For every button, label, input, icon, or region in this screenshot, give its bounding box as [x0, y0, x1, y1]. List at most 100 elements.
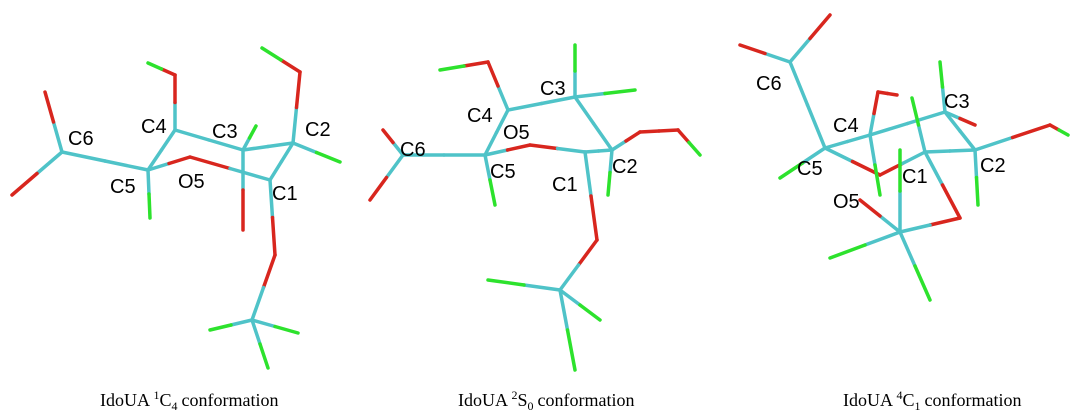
bond: [464, 62, 488, 66]
bond: [12, 174, 37, 196]
bond: [230, 169, 270, 181]
atom-label: C1: [272, 183, 298, 205]
bond: [508, 145, 531, 150]
bond: [960, 131, 975, 150]
atom-label: C1: [902, 166, 928, 188]
bond: [605, 90, 635, 94]
figure: C6 C4 C3 C2 C5 O5 C1 C4 O5 C3 C6 C5 C2 C…: [0, 0, 1074, 416]
bond: [37, 152, 62, 174]
bonds: [12, 15, 1068, 370]
bond: [231, 320, 252, 325]
bond: [608, 173, 610, 196]
bond: [260, 344, 268, 368]
bond: [612, 141, 626, 150]
bond: [293, 143, 317, 153]
bond: [488, 62, 498, 86]
bond: [273, 218, 276, 256]
caption-letter: C: [903, 390, 915, 410]
bond: [880, 216, 900, 232]
bond: [860, 200, 880, 216]
bond: [900, 232, 915, 266]
bond: [498, 86, 508, 110]
bond: [281, 60, 300, 72]
atom-label: C4: [141, 116, 167, 138]
bond: [943, 185, 961, 218]
bond: [874, 92, 878, 114]
caption-rest: conformation: [182, 390, 279, 410]
bond: [45, 92, 54, 122]
bond: [270, 162, 282, 181]
atom-label: O5: [178, 171, 205, 193]
bond: [488, 280, 524, 285]
bond: [297, 72, 301, 108]
bond: [903, 152, 926, 164]
bond: [585, 152, 591, 196]
bond: [659, 130, 678, 131]
bond: [149, 194, 150, 218]
bond: [919, 125, 926, 152]
atom-label: O5: [503, 122, 530, 144]
bond: [740, 45, 765, 54]
bond: [580, 305, 600, 320]
bond: [689, 143, 700, 156]
atom-label: C4: [833, 115, 859, 137]
bond: [175, 130, 209, 140]
bond: [810, 15, 830, 39]
caption-name: IdoUA: [100, 390, 150, 410]
caption-letter: C: [160, 390, 172, 410]
bond: [162, 69, 176, 75]
bond: [558, 149, 586, 153]
bond: [765, 54, 790, 63]
bond: [262, 48, 281, 60]
bond: [579, 240, 598, 265]
atom-label: C3: [540, 78, 566, 100]
bond: [640, 131, 659, 132]
atom-label: C2: [980, 155, 1006, 177]
atom-label: C4: [467, 105, 493, 127]
caption-letter: S: [518, 390, 528, 410]
bond: [105, 161, 148, 170]
bond: [54, 122, 63, 152]
bond: [940, 62, 943, 87]
bond: [870, 114, 874, 136]
bond: [530, 145, 558, 149]
bond: [915, 266, 930, 300]
atom-label: C3: [212, 121, 238, 143]
atom-label: C2: [612, 156, 638, 178]
bond: [148, 63, 162, 69]
bond: [870, 124, 908, 136]
caption-sub: 1: [915, 399, 921, 413]
bond: [925, 151, 950, 152]
atom-label: C1: [552, 174, 578, 196]
bond: [383, 130, 393, 143]
bond: [925, 152, 943, 185]
bond: [908, 112, 946, 124]
bond: [585, 151, 599, 152]
bond: [875, 165, 880, 195]
atom-label: C6: [68, 128, 94, 150]
bond: [560, 265, 579, 290]
bond: [678, 130, 689, 143]
bond: [790, 62, 808, 105]
atom-label: C2: [305, 119, 331, 141]
bond: [599, 150, 613, 151]
bond: [808, 105, 826, 148]
bond: [830, 245, 865, 258]
bond: [870, 135, 875, 165]
bond: [865, 232, 900, 245]
caption-name: IdoUA: [458, 390, 508, 410]
bond: [210, 325, 231, 330]
bond: [370, 178, 387, 201]
bond: [900, 225, 930, 232]
bond: [440, 66, 464, 70]
bond: [490, 180, 495, 205]
atom-label: C6: [756, 73, 782, 95]
bond: [975, 150, 977, 178]
bond: [250, 126, 257, 138]
bond: [252, 288, 264, 321]
bond: [275, 327, 298, 334]
bond: [1059, 130, 1068, 135]
bond: [148, 170, 149, 194]
